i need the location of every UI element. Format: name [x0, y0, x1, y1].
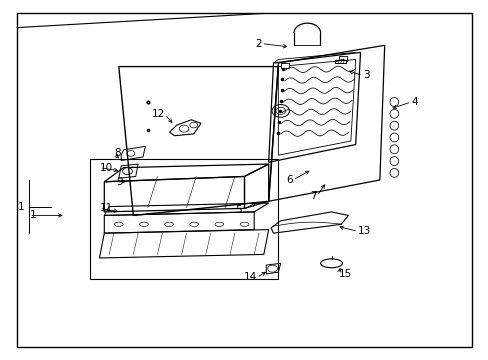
- Text: 9: 9: [116, 177, 123, 187]
- Text: 6: 6: [285, 175, 292, 185]
- Text: 10: 10: [99, 163, 112, 172]
- Text: 14: 14: [243, 273, 256, 283]
- Text: 15: 15: [338, 269, 351, 279]
- Text: 5: 5: [235, 205, 242, 215]
- Text: 12: 12: [151, 109, 164, 120]
- Text: 1: 1: [29, 211, 36, 220]
- Text: 11: 11: [99, 203, 113, 213]
- Text: 4: 4: [410, 97, 417, 107]
- Bar: [335, 60, 346, 63]
- Text: 3: 3: [362, 71, 369, 80]
- Text: 1: 1: [18, 202, 24, 212]
- Text: 8: 8: [114, 148, 121, 158]
- Text: 7: 7: [310, 191, 316, 201]
- Bar: [280, 63, 289, 68]
- Bar: [90, 159, 278, 279]
- Text: 2: 2: [254, 39, 261, 49]
- Text: 13: 13: [357, 226, 370, 237]
- Bar: [338, 56, 347, 61]
